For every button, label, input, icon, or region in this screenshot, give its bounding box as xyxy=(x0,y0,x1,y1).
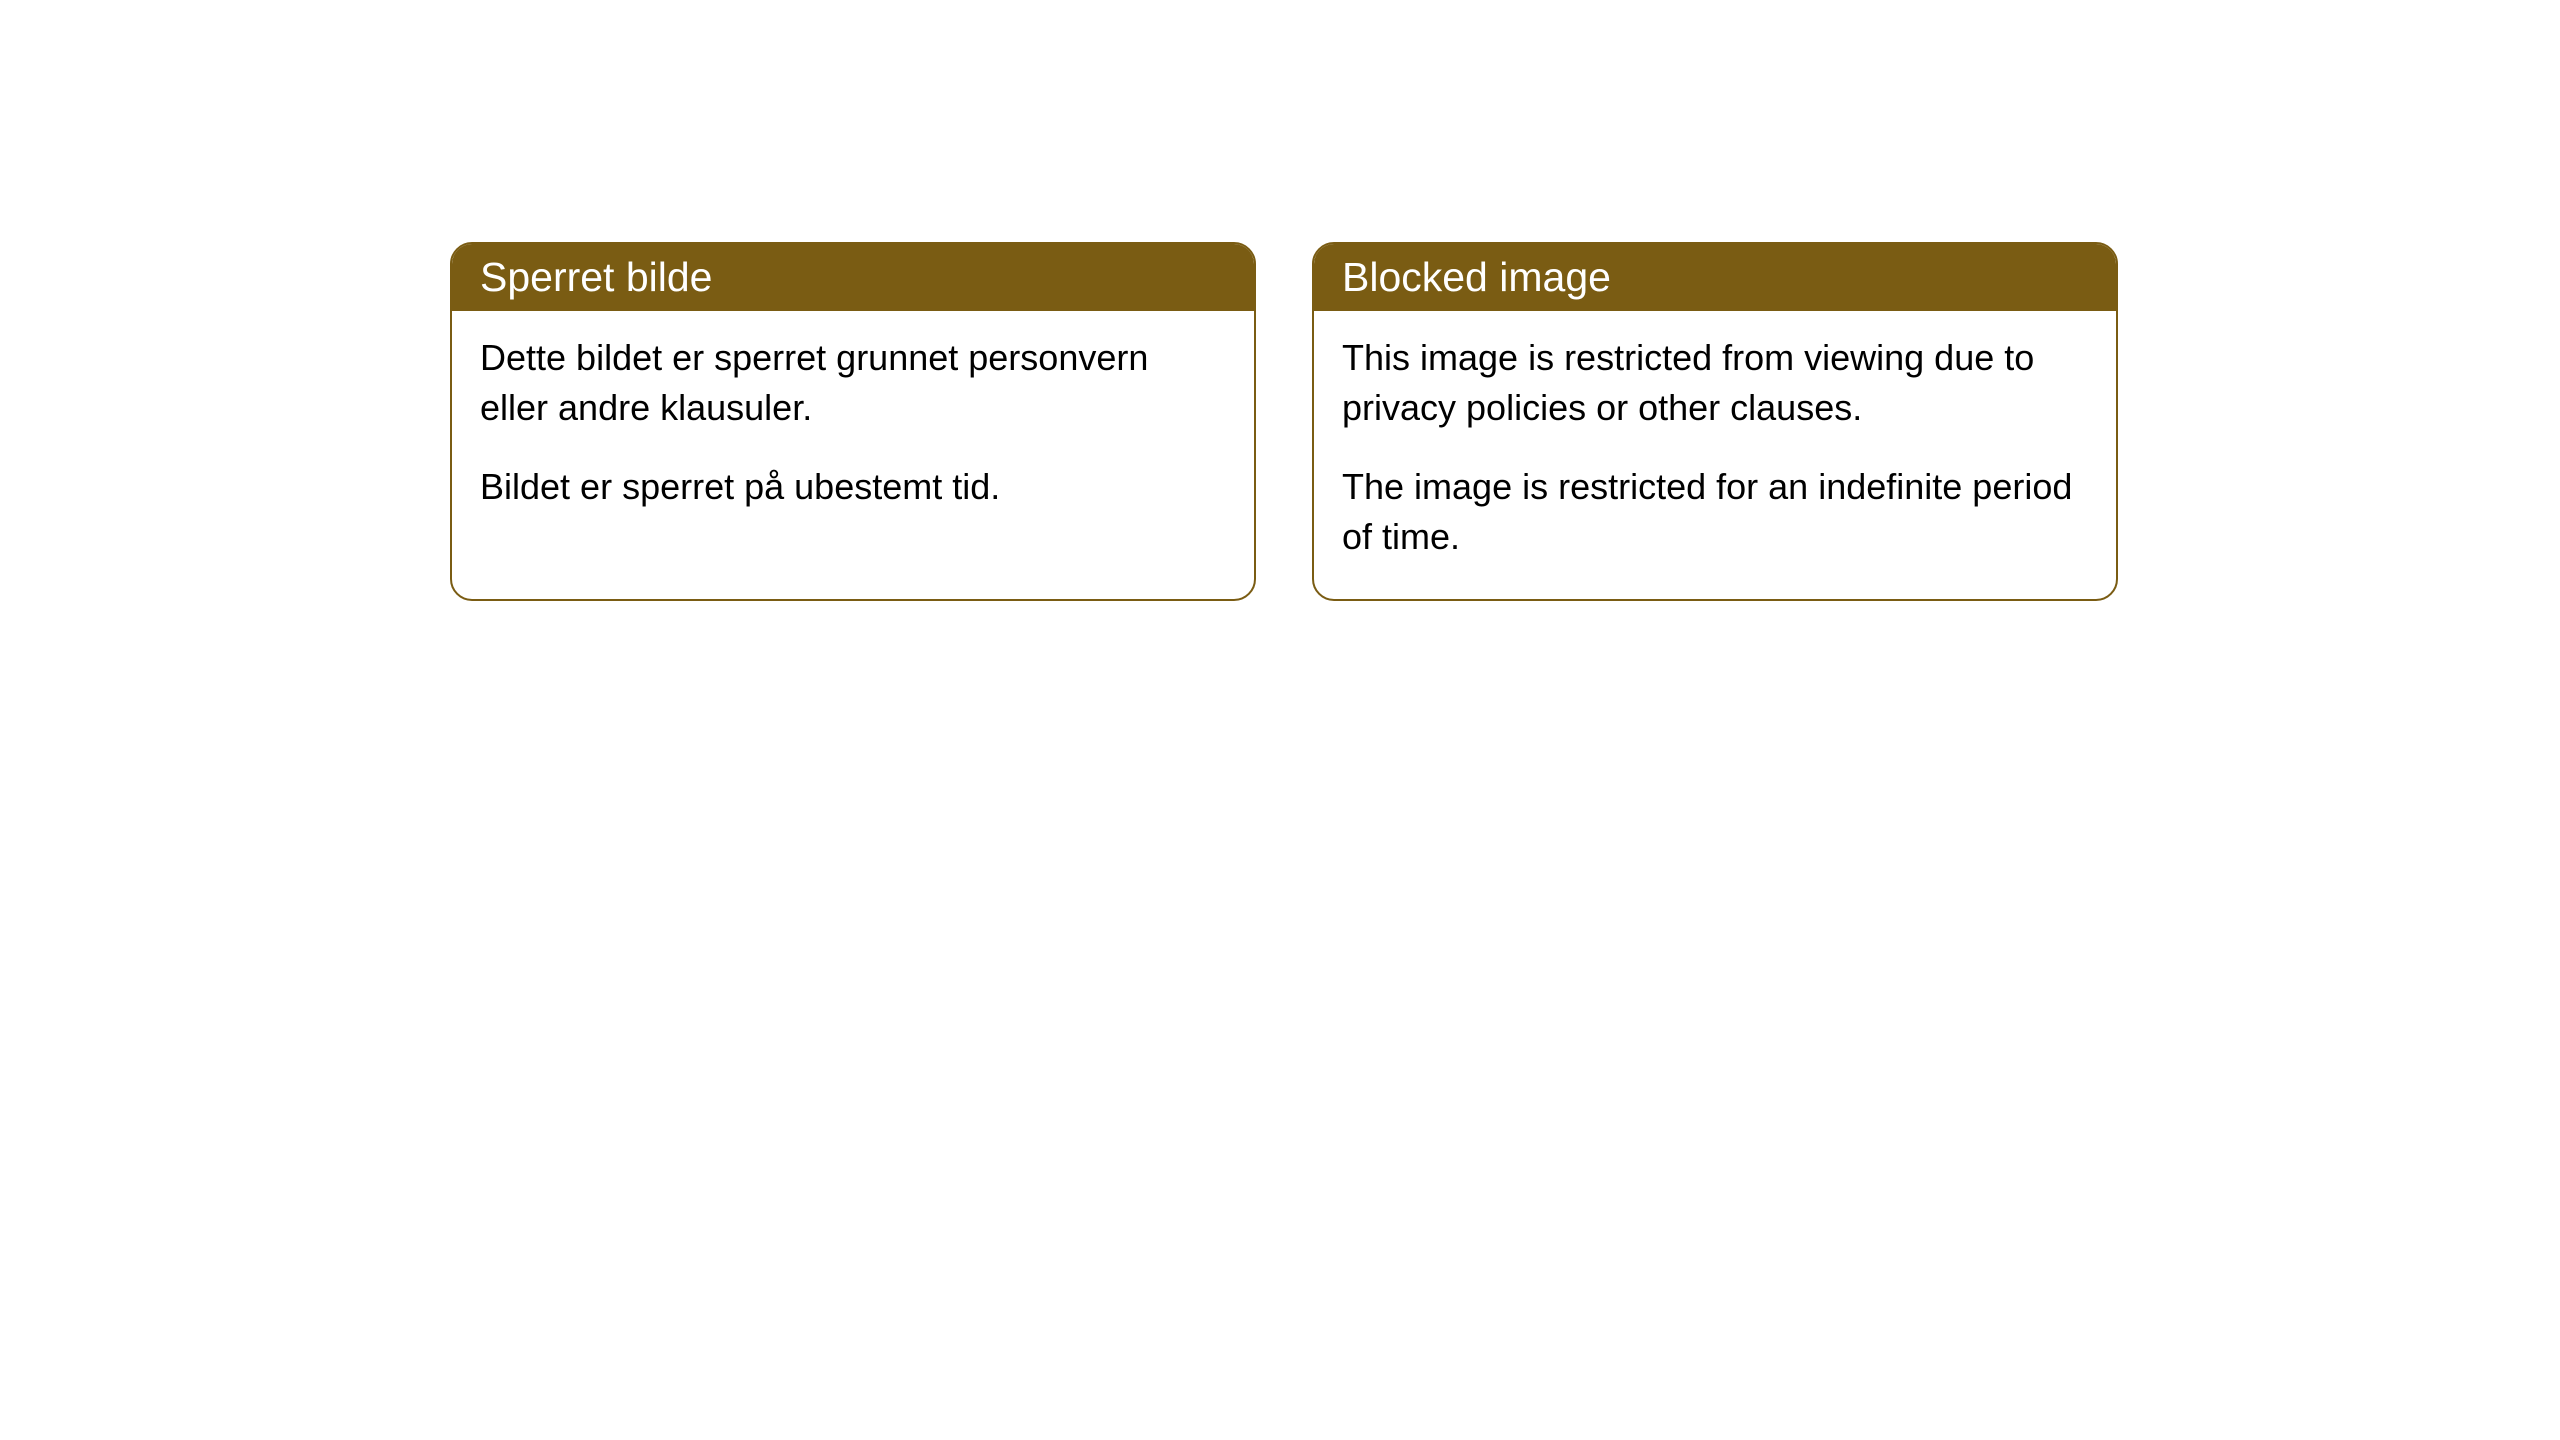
card-paragraph-2: The image is restricted for an indefinit… xyxy=(1342,462,2088,563)
card-title: Blocked image xyxy=(1342,254,1611,300)
card-header: Sperret bilde xyxy=(452,244,1254,311)
card-header: Blocked image xyxy=(1314,244,2116,311)
blocked-image-card-norwegian: Sperret bilde Dette bildet er sperret gr… xyxy=(450,242,1256,601)
blocked-image-card-english: Blocked image This image is restricted f… xyxy=(1312,242,2118,601)
card-paragraph-2: Bildet er sperret på ubestemt tid. xyxy=(480,462,1226,512)
card-body: Dette bildet er sperret grunnet personve… xyxy=(452,311,1254,548)
notice-card-container: Sperret bilde Dette bildet er sperret gr… xyxy=(450,242,2118,601)
card-paragraph-1: Dette bildet er sperret grunnet personve… xyxy=(480,333,1226,434)
card-title: Sperret bilde xyxy=(480,254,712,300)
card-body: This image is restricted from viewing du… xyxy=(1314,311,2116,599)
card-paragraph-1: This image is restricted from viewing du… xyxy=(1342,333,2088,434)
